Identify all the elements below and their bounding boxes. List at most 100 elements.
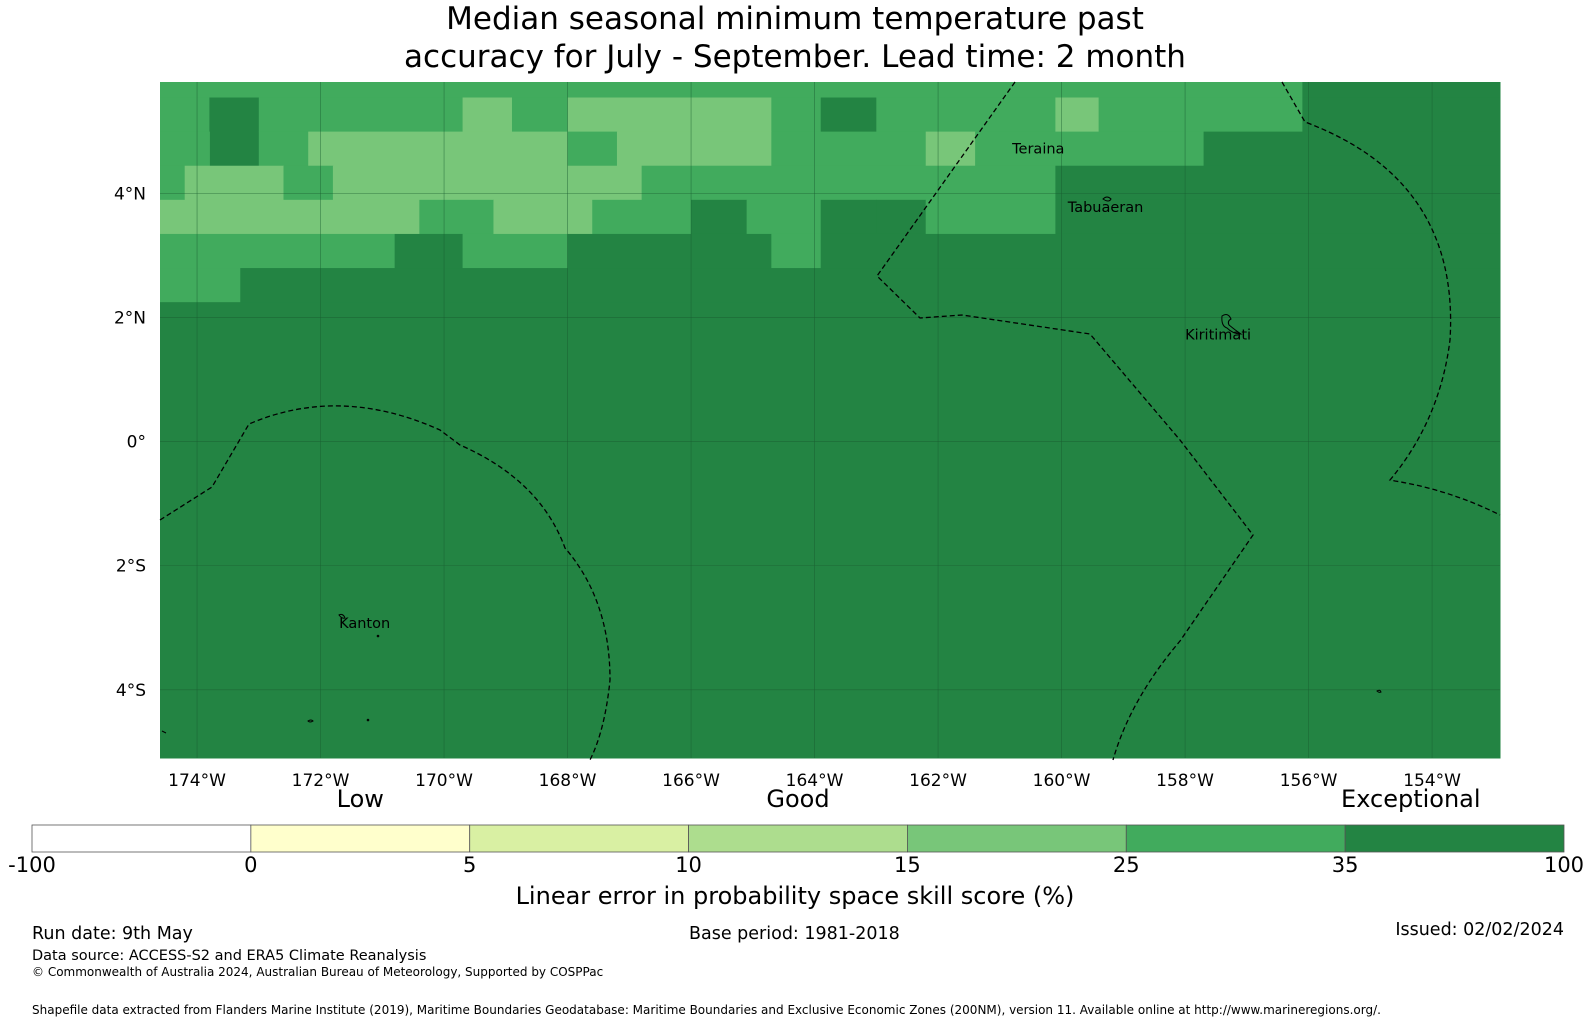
x-tick-label: 174°W (168, 771, 226, 791)
colorbar-title: Linear error in probability space skill … (515, 882, 1075, 910)
colorbar-swatch-6 (1344, 824, 1565, 853)
skill-cell-45 (567, 233, 772, 269)
skill-cell-12 (820, 97, 877, 133)
place-labels: Teraina Tabuaeran Kiritimati Kanton (339, 141, 1251, 631)
skill-cell-49 (240, 268, 1501, 303)
skill-cell-17 (160, 131, 210, 167)
skill-cell-27 (184, 165, 285, 201)
skill-cell-37 (746, 199, 822, 235)
x-tick-label: 154°W (1403, 771, 1461, 791)
skill-cell-33 (419, 199, 494, 235)
colorbar-swatch-1 (250, 824, 471, 853)
colorbar-tick: 25 (1112, 853, 1140, 877)
axis-labels: 174°W 172°W 170°W 168°W 166°W 164°W 162°W 160°W… (114, 185, 1461, 791)
place-label-kanton: Kanton (339, 616, 390, 632)
skill-cell-34 (493, 199, 593, 235)
skill-cell-18 (258, 131, 309, 167)
colorbar-swatch-3 (688, 824, 908, 853)
graticule (160, 82, 1500, 758)
x-tick-label: 168°W (539, 771, 597, 791)
island-south (366, 718, 370, 722)
y-tick-label: 2°S (116, 557, 146, 577)
y-tick-label: 4°S (116, 681, 146, 701)
skill-cell-19 (308, 131, 569, 167)
skill-cell-39 (876, 199, 927, 235)
skill-cell-38 (820, 199, 877, 235)
skill-cell-1 (264, 82, 1100, 99)
colorbar-tick: 100 (1543, 853, 1585, 877)
data-source: Data source: ACCESS-S2 and ERA5 Climate … (32, 948, 427, 964)
skill-cell-32 (160, 199, 420, 235)
skill-cell-5 (160, 97, 210, 133)
skill-cell-16 (1302, 97, 1501, 133)
skill-cell-20 (567, 131, 618, 167)
colorbar-swatch-5 (1125, 824, 1346, 853)
run-date: Run date: 9th May (32, 924, 193, 944)
map-title-line-2: accuracy for July - September. Lead time… (404, 39, 1186, 75)
skill-cell-48 (160, 268, 241, 303)
band-label-good: Good (766, 785, 830, 813)
island-west-edge (161, 730, 167, 734)
place-label-kiritimati: Kiritimati (1185, 327, 1251, 343)
x-tick-label: 172°W (292, 771, 350, 791)
colorbar-tick: 35 (1331, 853, 1359, 877)
skill-cell-24 (975, 131, 1205, 167)
skill-cell-47 (820, 233, 1501, 269)
skill-cell-3 (1302, 82, 1501, 99)
skill-cell-42 (160, 233, 396, 269)
island-kiritimati (1221, 314, 1243, 335)
x-tick-label: 164°W (786, 771, 844, 791)
base-period: Base period: 1981-2018 (689, 924, 900, 944)
skill-cell-43 (394, 233, 464, 269)
island-kanton (338, 613, 346, 619)
skill-cell-6 (209, 97, 260, 167)
colorbar-swatch-2 (469, 824, 689, 853)
skill-cell-26 (160, 165, 186, 201)
skill-cell-28 (283, 165, 334, 201)
x-tick-label: 166°W (662, 771, 720, 791)
colorbar (31, 824, 1565, 853)
island-southwest (307, 719, 314, 723)
skill-cell-31 (1055, 165, 1501, 201)
skill-cell-10 (567, 97, 772, 133)
colorbar-tick: -100 (8, 853, 56, 877)
map-title: Median seasonal minimum temperature past… (0, 0, 1590, 76)
band-label-low: Low (336, 785, 384, 813)
skill-cell-30 (641, 165, 1056, 201)
island-kanton-east (376, 634, 380, 638)
issued-date: Issued: 02/02/2024 (1395, 920, 1564, 940)
shapefile-credit: Shapefile data extracted from Flanders M… (32, 1003, 1381, 1017)
eez-boundaries (159, 81, 1501, 761)
band-label-exceptional: Exceptional (1341, 785, 1481, 813)
skill-cell-4 (160, 82, 266, 99)
skill-cell-8 (462, 97, 513, 133)
skill-cell-50 (160, 302, 1501, 759)
islands (161, 196, 1382, 734)
skill-cell-22 (771, 131, 927, 167)
skill-cell-15 (1098, 97, 1303, 133)
skill-cell-25 (1203, 131, 1501, 167)
map-title-line-1: Median seasonal minimum temperature past (446, 1, 1144, 37)
skill-cell-9 (511, 97, 569, 133)
island-southeast (1376, 689, 1382, 693)
y-tick-label: 4°N (114, 185, 146, 205)
skill-cell-35 (592, 199, 692, 235)
colorbar-swatch-0 (31, 824, 252, 853)
copyright-notice: © Commonwealth of Australia 2024, Austra… (32, 965, 604, 979)
y-tick-label: 2°N (114, 309, 146, 329)
colorbar-tick: 15 (894, 853, 921, 877)
x-tick-label: 162°W (909, 771, 967, 791)
place-label-teraina: Teraina (1011, 141, 1064, 157)
place-label-tabuaeran: Tabuaeran (1067, 200, 1144, 216)
eez-boundary-kanton (159, 405, 611, 761)
y-tick-label: 0° (127, 433, 146, 453)
x-tick-label: 160°W (1033, 771, 1091, 791)
skill-cell-21 (616, 131, 772, 167)
skill-cell-44 (462, 233, 569, 269)
skill-cell-11 (771, 97, 822, 133)
x-tick-label: 158°W (1156, 771, 1214, 791)
skill-cell-46 (771, 233, 822, 269)
colorbar-tick: 10 (675, 853, 702, 877)
skill-cell-36 (691, 199, 748, 235)
